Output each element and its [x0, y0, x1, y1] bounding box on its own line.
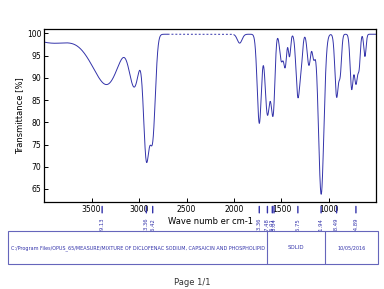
Text: 714.89: 714.89: [353, 218, 358, 236]
Text: Page 1/1: Page 1/1: [174, 278, 210, 287]
Text: 1326.75: 1326.75: [295, 218, 300, 240]
Text: 10/05/2016: 10/05/2016: [338, 245, 366, 250]
Text: 3389.13: 3389.13: [99, 218, 104, 239]
Text: SOLID: SOLID: [287, 245, 304, 250]
Text: 1081.94: 1081.94: [319, 218, 324, 240]
Text: 1647.48: 1647.48: [265, 218, 270, 240]
X-axis label: Wave numb er cm-1: Wave numb er cm-1: [168, 217, 253, 226]
Y-axis label: Transmittance [%]: Transmittance [%]: [15, 77, 24, 154]
Text: 918.49: 918.49: [334, 218, 339, 236]
Text: 1596.01: 1596.01: [270, 218, 275, 240]
Text: 1733.36: 1733.36: [257, 218, 262, 239]
Text: C:/Program Files/OPUS_65/MEASURE/MIXTURE OF DICLOFENAC SODIUM, CAPSAICIN AND PHO: C:/Program Files/OPUS_65/MEASURE/MIXTURE…: [12, 245, 265, 251]
Text: 2923.36: 2923.36: [144, 218, 149, 240]
Text: 2856.42: 2856.42: [150, 218, 155, 240]
Text: 1578.04: 1578.04: [271, 218, 276, 240]
